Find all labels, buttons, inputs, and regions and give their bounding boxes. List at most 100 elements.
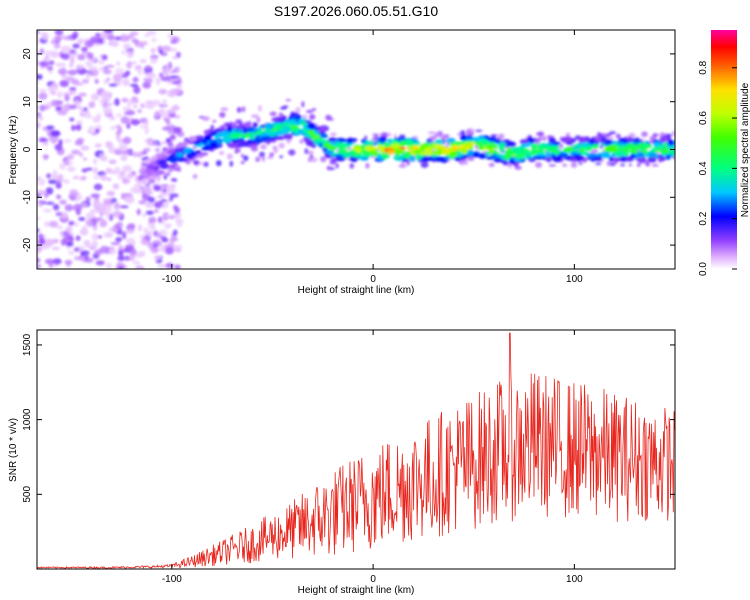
spectrogram-ridge-blob bbox=[305, 120, 311, 124]
spectrogram-scatter-blob bbox=[153, 141, 158, 147]
spectrogram-scatter-blob bbox=[548, 164, 556, 167]
spectrogram-scatter-blob bbox=[641, 131, 648, 137]
spectrogram-noise-blob bbox=[99, 245, 110, 254]
spectrogram-ridge-blob bbox=[520, 143, 531, 148]
spectrogram-noise-blob bbox=[120, 154, 128, 162]
spectrogram-noise-blob bbox=[144, 201, 155, 209]
spectrogram-noise-blob bbox=[78, 152, 84, 157]
spectrogram-noise-blob bbox=[28, 37, 34, 43]
spectrogram-scatter-blob bbox=[267, 156, 274, 159]
spectrogram-ridge-blob bbox=[182, 157, 188, 162]
spectrogram-ridge-blob bbox=[660, 144, 666, 151]
spectrogram-ridge-blob bbox=[352, 157, 358, 163]
spectrogram-noise-blob bbox=[115, 237, 123, 242]
spectrogram-noise-blob bbox=[95, 260, 105, 266]
spectrogram-noise-blob bbox=[114, 98, 120, 106]
spectrogram-ridge-blob bbox=[492, 153, 497, 160]
spectrogram-noise-blob bbox=[37, 228, 40, 233]
spectrogram-scatter-blob bbox=[591, 149, 599, 153]
spectrogram-noise-blob bbox=[151, 37, 157, 43]
spectrogram-noise-blob bbox=[159, 141, 168, 145]
spectrogram-noise-blob bbox=[174, 264, 181, 269]
spectrogram-noise-blob bbox=[139, 59, 147, 63]
spectrogram-scatter-blob bbox=[278, 112, 284, 117]
spectrogram-noise-blob bbox=[66, 166, 76, 172]
spectrogram-ridge-blob bbox=[609, 156, 614, 162]
spectrogram-scatter-blob bbox=[607, 136, 614, 141]
spectrogram-noise-blob bbox=[103, 66, 108, 70]
spectrogram-noise-blob bbox=[114, 166, 121, 172]
spectrogram-noise-blob bbox=[40, 105, 50, 111]
spectrogram-scatter-blob bbox=[535, 162, 543, 168]
spectrogram-scatter-blob bbox=[170, 131, 179, 135]
spectrogram-noise-blob bbox=[169, 238, 175, 244]
spectrogram-noise-blob bbox=[124, 244, 135, 251]
spectrogram-scatter-blob bbox=[162, 188, 167, 193]
spectrogram-ridge-blob bbox=[186, 152, 194, 159]
spectrogram-scatter-blob bbox=[320, 156, 327, 163]
spectrogram-noise-blob bbox=[117, 126, 123, 134]
spectrogram-noise-blob bbox=[105, 204, 113, 213]
spectrogram-ridge-blob bbox=[616, 151, 622, 158]
spectrogram-noise-blob bbox=[133, 85, 141, 94]
spectrogram-noise-blob bbox=[108, 115, 116, 121]
spectrogram-noise-blob bbox=[117, 266, 124, 269]
spectrogram-noise-blob bbox=[56, 194, 62, 200]
spectrogram-scatter-blob bbox=[309, 114, 316, 120]
spectrogram-scatter-blob bbox=[258, 105, 262, 112]
spectrogram-noise-blob bbox=[121, 97, 129, 103]
spectrogram-scatter-blob bbox=[240, 160, 245, 165]
snr-y-tick-label: 500 bbox=[22, 486, 33, 503]
spectrogram-noise-blob bbox=[61, 61, 66, 70]
spectrogram-ridge-blob bbox=[514, 149, 524, 154]
spectrogram-scatter-blob bbox=[398, 164, 407, 168]
spectrogram-noise-blob bbox=[136, 151, 143, 158]
colorbar-ticks: 0.0 0.2 0.4 0.6 0.8 bbox=[698, 60, 737, 276]
spectrogram-noise-blob bbox=[37, 87, 38, 90]
spectrogram-noise-blob bbox=[106, 210, 111, 219]
spectrogram-scatter-blob bbox=[161, 184, 169, 187]
spectrogram-noise-blob bbox=[43, 221, 50, 227]
spectrogram-scatter-blob bbox=[251, 114, 259, 119]
spectrogram-noise-blob bbox=[108, 83, 118, 87]
spectrogram-noise-blob bbox=[50, 39, 56, 45]
spectrogram-noise-blob bbox=[37, 112, 42, 118]
spectrogram-ridge-blob bbox=[612, 157, 619, 163]
spectrogram-noise-blob bbox=[144, 120, 149, 126]
spectrogram-scatter-blob bbox=[203, 161, 209, 167]
figure-title: S197.2026.060.05.51.G10 bbox=[274, 3, 438, 19]
spectrogram-noise-blob bbox=[37, 244, 41, 253]
spectrogram-ridge-blob bbox=[313, 140, 319, 145]
spectrogram-ridge-blob bbox=[160, 154, 167, 161]
spectrogram-noise-blob bbox=[99, 153, 106, 161]
spectrogram-noise-blob bbox=[68, 63, 74, 68]
spectrogram-noise-blob bbox=[83, 257, 94, 263]
spectrogram-ridge-blob bbox=[619, 145, 626, 149]
spectrogram-noise-blob bbox=[144, 33, 151, 38]
spectrogram-noise-blob bbox=[62, 91, 72, 97]
spectrogram-scatter-blob bbox=[272, 147, 279, 154]
spectrogram-scatter-blob bbox=[226, 153, 233, 160]
spectrogram-ridge-blob bbox=[168, 148, 176, 154]
spectrogram-ridge-blob bbox=[413, 141, 421, 145]
spectrogram-ridge-blob bbox=[472, 152, 479, 158]
spectrogram-ridge-blob bbox=[546, 145, 557, 150]
spectrogram-noise-blob bbox=[67, 250, 75, 255]
spectrogram-noise-blob bbox=[106, 177, 112, 182]
spectrogram-noise-blob bbox=[48, 85, 54, 93]
spectrogram-noise-blob bbox=[102, 69, 112, 75]
spectrogram-noise-blob bbox=[161, 45, 172, 52]
spectrogram-noise-blob bbox=[129, 254, 135, 262]
spectrogram-scatter-blob bbox=[443, 134, 450, 139]
spectrogram-noise-blob bbox=[88, 66, 98, 71]
spectrogram-noise-blob bbox=[122, 78, 130, 87]
spectrogram-scatter-blob bbox=[644, 159, 649, 166]
spectrogram-noise-blob bbox=[165, 64, 170, 73]
spectrogram-noise-blob bbox=[116, 113, 122, 118]
spectrogram-ridge-blob bbox=[147, 168, 152, 175]
spectrogram-scatter-blob bbox=[241, 106, 246, 113]
spectrogram-noise-blob bbox=[81, 225, 88, 234]
spectrogram-noise-blob bbox=[55, 182, 62, 189]
spectrogram-noise-blob bbox=[59, 163, 66, 170]
spectrogram-noise-blob bbox=[108, 227, 118, 232]
